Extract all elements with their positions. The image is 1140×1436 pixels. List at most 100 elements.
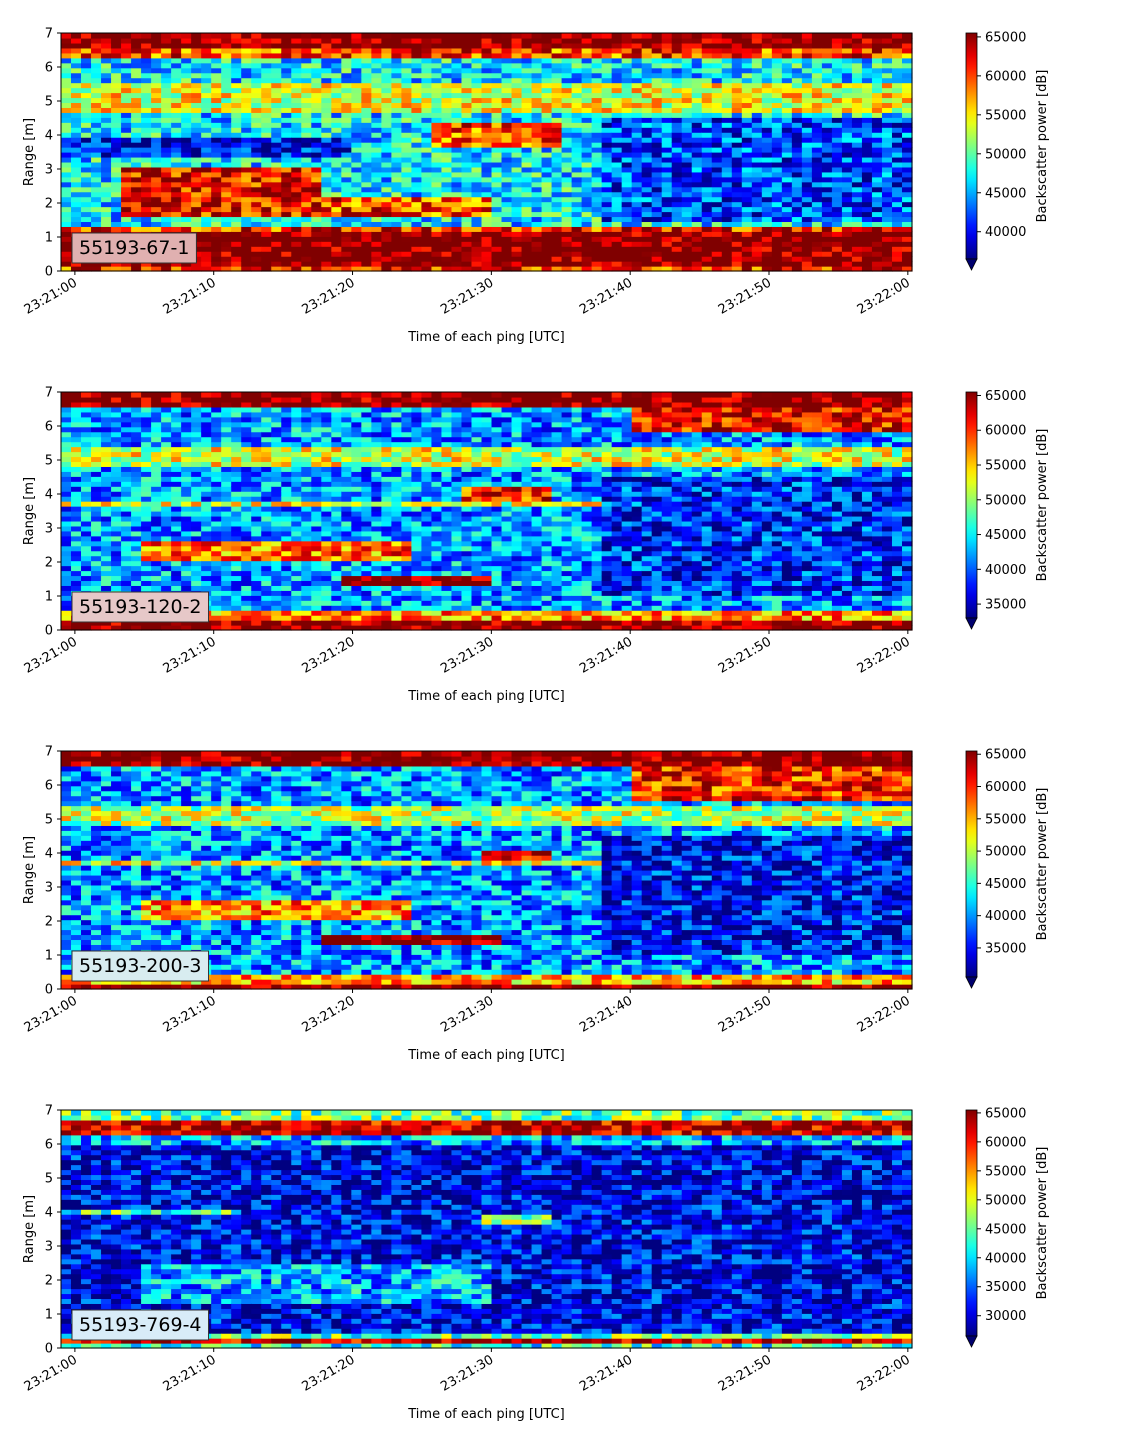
heatmap-cell <box>341 102 352 108</box>
heatmap-cell <box>571 52 583 59</box>
heatmap-cell <box>831 72 843 79</box>
heatmap-cell <box>531 266 543 272</box>
heatmap-cell <box>851 191 863 198</box>
heatmap-cell <box>231 580 242 586</box>
heatmap-cell <box>81 161 92 168</box>
heatmap-cell <box>491 211 503 218</box>
heatmap-cell <box>241 62 252 69</box>
heatmap-cell <box>91 496 102 502</box>
heatmap-cell <box>71 67 82 74</box>
heatmap-cell <box>271 127 282 133</box>
heatmap-cell <box>731 171 743 178</box>
heatmap-cell <box>111 161 122 168</box>
heatmap-cell <box>721 206 733 213</box>
heatmap-cell <box>841 152 853 158</box>
heatmap-cell <box>391 97 402 104</box>
heatmap-cell <box>741 37 753 44</box>
heatmap-cell <box>761 102 773 108</box>
heatmap-cell <box>331 33 342 39</box>
heatmap-cell <box>731 147 743 153</box>
heatmap-cell <box>851 67 863 74</box>
heatmap-cell <box>181 416 192 423</box>
heatmap-cell <box>601 176 613 183</box>
heatmap-cell <box>241 246 252 252</box>
heatmap-cell <box>621 142 633 148</box>
heatmap-cell <box>651 191 663 198</box>
heatmap-cell <box>751 152 763 158</box>
heatmap-cell <box>331 246 342 252</box>
heatmap-cell <box>711 82 723 89</box>
heatmap-cell <box>251 37 262 44</box>
heatmap-cell <box>401 176 413 183</box>
heatmap-cell <box>71 431 82 438</box>
heatmap-cell <box>251 251 262 257</box>
heatmap-cell <box>151 57 162 64</box>
heatmap-cell <box>401 127 413 133</box>
heatmap-cell <box>601 37 613 44</box>
heatmap-cell <box>241 132 252 138</box>
heatmap-cell <box>321 156 332 163</box>
heatmap-cell <box>611 147 623 153</box>
x-tick-label: 23:21:20 <box>299 275 357 317</box>
heatmap-cell <box>391 37 402 44</box>
heatmap-cell <box>221 610 232 616</box>
heatmap-cell <box>681 236 693 242</box>
heatmap-cell <box>81 530 92 537</box>
heatmap-cell <box>91 560 102 567</box>
heatmap-cell <box>231 471 242 477</box>
heatmap-cell <box>571 241 583 247</box>
heatmap-cell <box>161 62 172 69</box>
heatmap-cell <box>901 161 913 168</box>
heatmap-cell <box>221 156 232 163</box>
heatmap-cell <box>601 132 613 138</box>
heatmap-cell <box>251 206 262 213</box>
heatmap-cell <box>391 241 402 247</box>
heatmap-cell <box>121 481 132 487</box>
heatmap-cell <box>471 132 483 138</box>
heatmap-cell <box>81 47 92 54</box>
heatmap-cell <box>871 246 883 252</box>
heatmap-cell <box>171 392 182 398</box>
heatmap-cell <box>601 47 613 54</box>
heatmap-cell <box>721 142 733 148</box>
heatmap-cell <box>151 77 162 84</box>
heatmap-cell <box>351 147 362 153</box>
heatmap-cell <box>611 107 623 113</box>
heatmap-cell <box>891 82 903 89</box>
heatmap-cell <box>521 112 533 118</box>
heatmap-cell <box>221 565 232 572</box>
heatmap-cell <box>461 92 473 99</box>
heatmap-cell <box>231 605 242 611</box>
heatmap-cell <box>201 486 212 492</box>
heatmap-cell <box>351 166 362 173</box>
heatmap-cell <box>161 436 172 443</box>
heatmap-cell <box>801 102 813 108</box>
heatmap-cell <box>581 161 593 168</box>
heatmap-cell <box>441 201 453 208</box>
heatmap-cell <box>341 33 352 39</box>
heatmap-cell <box>201 545 212 552</box>
heatmap-cell <box>771 137 783 143</box>
heatmap-cell <box>171 107 182 113</box>
heatmap-cell <box>581 206 593 213</box>
heatmap-cell <box>671 161 683 168</box>
heatmap-cell <box>841 156 853 163</box>
heatmap-cell <box>141 520 152 527</box>
heatmap-cell <box>661 266 673 272</box>
heatmap-cell <box>361 33 372 39</box>
heatmap-cell <box>461 246 473 252</box>
heatmap-cell <box>281 186 292 193</box>
heatmap-cell <box>361 156 372 163</box>
heatmap-cell <box>441 226 453 232</box>
heatmap-cell <box>751 72 763 79</box>
heatmap-cell <box>691 33 703 39</box>
heatmap-cell <box>221 416 232 423</box>
heatmap-cell <box>91 565 102 572</box>
heatmap-cell <box>61 570 72 577</box>
heatmap-cell <box>721 37 733 44</box>
heatmap-cell <box>431 261 443 267</box>
heatmap-cell <box>521 102 533 108</box>
heatmap-cell <box>141 67 152 74</box>
heatmap-cell <box>181 142 192 148</box>
heatmap-cell <box>851 107 863 113</box>
